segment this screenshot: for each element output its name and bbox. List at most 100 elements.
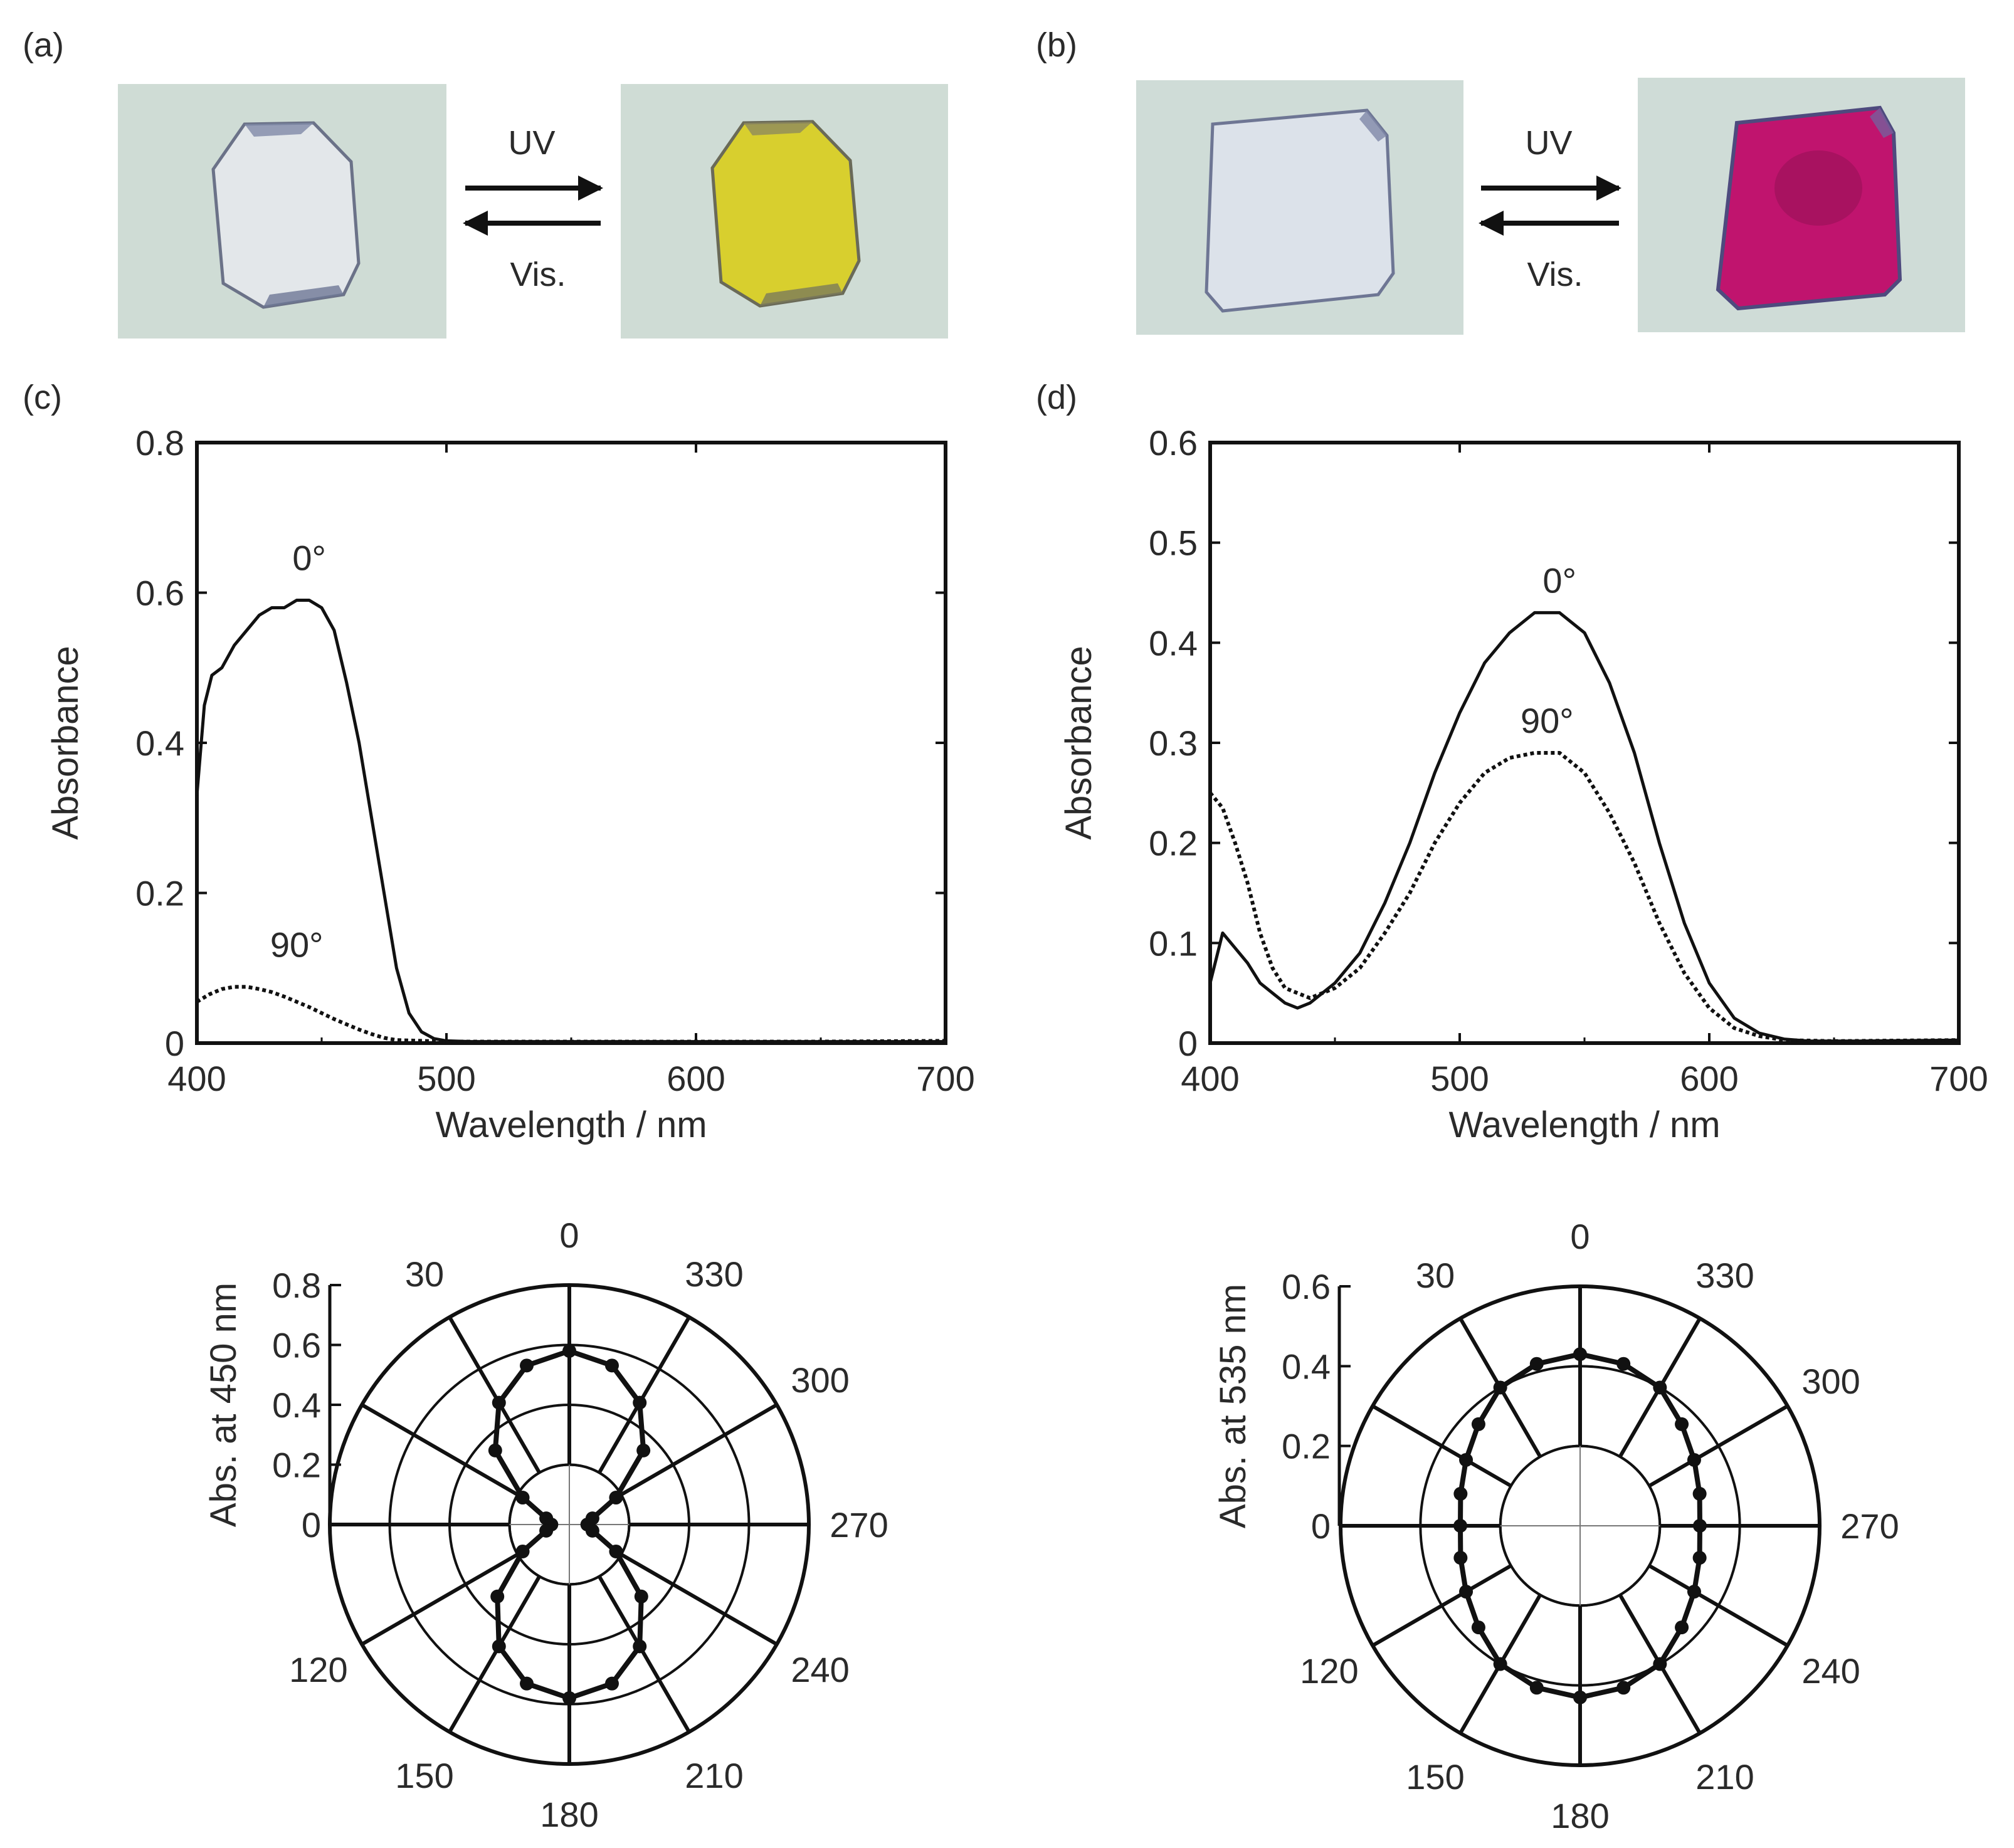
- polar-data-point: [520, 1676, 534, 1691]
- crystal-colorless: [1205, 108, 1395, 313]
- angle-label: 210: [1695, 1757, 1754, 1797]
- polar-data-point: [636, 1443, 651, 1457]
- radial-axis-label: Abs. at 535 nm: [1213, 1284, 1253, 1528]
- angle-label: 330: [1695, 1256, 1754, 1295]
- y-tick-label: 0.6: [1149, 423, 1198, 463]
- polar-data-point: [488, 1443, 502, 1457]
- y-tick-label: 0.4: [135, 723, 184, 763]
- spectrum-chart-d: 400 500 600 700 0 0.1 0.2 0.3 0.4 0.5 0.6 Wavelengt…: [1058, 423, 1988, 1145]
- radial-tick-label: 0: [1311, 1506, 1331, 1546]
- radial-tick-label: 0.4: [272, 1385, 321, 1425]
- forward-label-uv: UV: [1525, 124, 1572, 162]
- angle-label: 240: [1801, 1651, 1860, 1691]
- angle-label: 270: [830, 1505, 888, 1545]
- polar-data-point: [1616, 1357, 1631, 1371]
- polar-data-point: [492, 1639, 506, 1654]
- polar-spoke: [361, 1553, 519, 1646]
- polar-data-point: [1453, 1486, 1468, 1501]
- angle-label: 180: [1551, 1796, 1609, 1835]
- crystal-shadow: [1774, 150, 1862, 226]
- angle-label: 30: [405, 1254, 444, 1294]
- polar-data-point: [1616, 1681, 1631, 1695]
- crystal-photo-b-after: [1638, 78, 1965, 332]
- radial-tick-label: 0.8: [272, 1266, 321, 1305]
- y-tick-label: 0.5: [1149, 523, 1198, 563]
- polar-data-point: [515, 1544, 530, 1558]
- polar-chart-c: 0 0.2 0.4 0.6 0.8 Abs. at 450 nm 0 30 300 330 270 2…: [203, 1215, 888, 1834]
- panel-label-b: (b): [1036, 26, 1077, 64]
- polar-data-point: [633, 1395, 647, 1410]
- y-tick-label: 0.4: [1149, 623, 1198, 663]
- crystal-facet: [744, 122, 813, 135]
- reaction-arrows-a: UV Vis.: [463, 124, 603, 293]
- crystal-colorless: [211, 121, 361, 309]
- crystal-facet: [1359, 110, 1387, 142]
- polar-data-point: [634, 1589, 648, 1604]
- y-tick-label: 0: [165, 1024, 184, 1063]
- crystal-photo-a-before: [118, 84, 446, 339]
- polar-spoke: [1648, 1404, 1789, 1488]
- polar-data-point: [1493, 1380, 1507, 1395]
- polar-data-point: [515, 1491, 530, 1505]
- panel-label-a: (a): [23, 26, 64, 64]
- polar-data-point: [1692, 1486, 1707, 1501]
- polar-data-point: [1453, 1551, 1468, 1565]
- x-tick-label: 600: [1680, 1059, 1738, 1098]
- panel-label-c: (c): [23, 379, 62, 416]
- x-tick-label: 700: [1929, 1059, 1988, 1098]
- crystal-facet: [245, 123, 314, 137]
- series-label: 90°: [270, 925, 324, 964]
- polar-spoke: [1371, 1404, 1512, 1488]
- polar-data-point: [1471, 1620, 1485, 1635]
- polar-data-point: [604, 1676, 619, 1691]
- x-tick-label: 500: [417, 1059, 475, 1098]
- y-tick-label: 0.1: [1149, 923, 1198, 963]
- series-line-solid: [195, 599, 946, 1044]
- polar-data-point: [490, 1589, 505, 1604]
- angle-label: 120: [289, 1650, 347, 1689]
- angle-label: 0: [559, 1215, 579, 1255]
- angle-label: 330: [685, 1254, 743, 1294]
- polar-data-point: [492, 1395, 506, 1410]
- polar-data-point: [1687, 1452, 1701, 1467]
- angle-label: 300: [791, 1360, 849, 1400]
- crystal-photo-a-after: [621, 84, 948, 339]
- angle-label: 180: [540, 1795, 598, 1834]
- radial-tick-label: 0.6: [1282, 1267, 1331, 1306]
- x-axis-label: Wavelength / nm: [1448, 1105, 1720, 1145]
- crystal-yellow: [710, 120, 861, 308]
- reverse-label-vis: Vis.: [510, 256, 566, 293]
- polar-spoke: [620, 1553, 778, 1646]
- reaction-arrows-b: UV Vis.: [1479, 124, 1621, 293]
- y-tick-label: 0.2: [1149, 824, 1198, 863]
- spectrum-chart-c: 400 500 600 700 0 0.2 0.4 0.6 0.8 Wavelength / nm…: [45, 423, 975, 1145]
- crystal-magenta: [1716, 105, 1902, 311]
- panel-a: (a) UV Vis.: [23, 26, 948, 339]
- polar-spoke: [620, 1403, 778, 1496]
- x-tick-label: 400: [167, 1059, 226, 1098]
- x-tick-label: 500: [1430, 1059, 1489, 1098]
- series-label: 90°: [1521, 701, 1574, 740]
- polar-spoke: [598, 1316, 691, 1474]
- polar-data-point: [1529, 1357, 1544, 1371]
- radial-tick-label: 0.2: [272, 1446, 321, 1485]
- y-tick-label: 0.8: [135, 423, 184, 463]
- polar-data-point: [539, 1523, 554, 1538]
- angle-label: 300: [1801, 1362, 1860, 1401]
- polar-spoke: [1648, 1564, 1789, 1647]
- polar-data-point: [1471, 1417, 1485, 1431]
- polar-data-point: [604, 1358, 619, 1373]
- polar-spoke: [1371, 1564, 1512, 1647]
- polar-chart-d: 0 0.2 0.4 0.6 Abs. at 535 nm 0 30 300 330 270 240 2…: [1213, 1217, 1899, 1835]
- series-line-dotted: [196, 985, 946, 1044]
- series-line-dotted: [1208, 751, 1959, 1043]
- reverse-label-vis: Vis.: [1527, 256, 1583, 293]
- angle-label: 150: [1406, 1757, 1464, 1797]
- series-line-solid: [1208, 611, 1959, 1043]
- radial-axis-label: Abs. at 450 nm: [203, 1283, 244, 1527]
- crystal-facet: [760, 283, 843, 306]
- polar-data-point: [1675, 1417, 1689, 1431]
- y-axis-label: Absorbance: [45, 646, 86, 840]
- polar-data-point: [562, 1344, 576, 1358]
- polar-data-point: [609, 1491, 623, 1505]
